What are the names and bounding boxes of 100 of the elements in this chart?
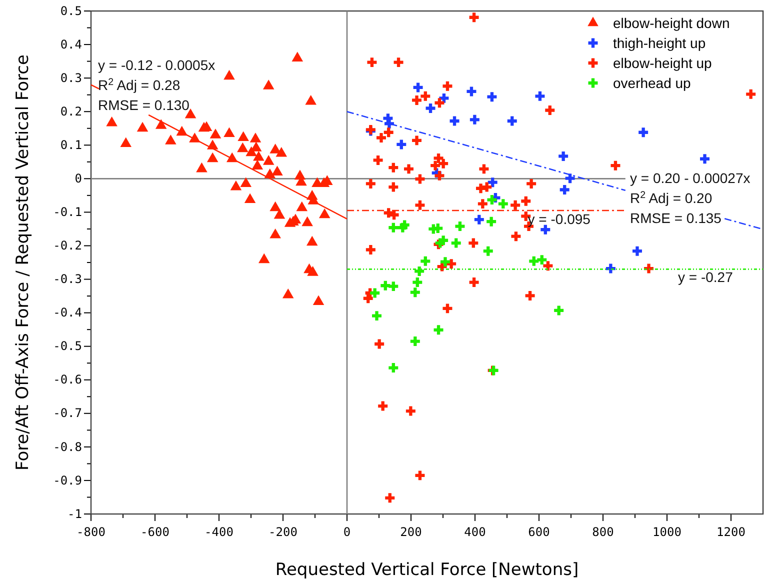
x-tick-label: -600: [140, 525, 170, 540]
y-tick-label: -0.5: [53, 339, 82, 354]
point: [498, 199, 508, 209]
point: [398, 222, 408, 232]
point: [366, 178, 376, 188]
point: [240, 177, 252, 187]
point: [487, 92, 497, 102]
x-tick-label: -400: [204, 525, 234, 540]
point: [367, 58, 377, 68]
point: [638, 128, 648, 138]
point: [479, 164, 489, 174]
point: [746, 89, 756, 99]
y-tick-label: -0.7: [53, 406, 82, 420]
point: [270, 144, 281, 154]
point: [545, 106, 555, 115]
point: [120, 137, 132, 148]
point: [224, 127, 235, 137]
point: [250, 132, 262, 142]
y-tick-label: -0.1: [53, 205, 82, 220]
point: [366, 245, 376, 254]
legend-label: elbow-height up: [613, 55, 712, 71]
point: [440, 257, 450, 267]
point: [363, 294, 373, 304]
x-tick-label: -800: [76, 525, 106, 540]
point: [307, 266, 318, 276]
point: [396, 140, 406, 150]
y-tick-label: -0.9: [53, 473, 82, 488]
point: [296, 201, 308, 212]
annotation: y = -0.095: [528, 210, 591, 227]
x-tick-label: 1000: [652, 525, 682, 540]
point: [388, 162, 398, 172]
point: [306, 236, 318, 246]
point: [468, 238, 478, 248]
point: [415, 200, 425, 210]
point: [206, 152, 218, 162]
point: [274, 209, 286, 219]
x-tick-label: 1200: [716, 525, 746, 540]
point: [632, 246, 642, 256]
point: [406, 406, 416, 416]
x-tick-label: 400: [464, 525, 486, 540]
point: [426, 104, 436, 113]
point: [388, 222, 398, 232]
point: [469, 278, 479, 288]
point: [438, 158, 448, 168]
point: [372, 311, 382, 321]
point: [378, 401, 388, 411]
y-tick-label: -0.6: [53, 372, 82, 387]
y-tick-label: 0.5: [60, 4, 82, 18]
point: [420, 91, 430, 101]
point: [507, 116, 517, 126]
y-tick-label: -0.8: [53, 440, 82, 454]
point: [237, 142, 248, 152]
point: [442, 81, 452, 91]
point: [292, 52, 304, 62]
point: [488, 178, 498, 188]
annotation: R$^{2}$ Adj = 0.28: [98, 76, 180, 93]
point: [450, 116, 460, 126]
point: [272, 166, 283, 176]
point: [442, 304, 452, 314]
point: [224, 70, 235, 80]
point: [270, 201, 281, 212]
point: [244, 193, 256, 204]
point: [700, 154, 710, 164]
point: [433, 224, 443, 234]
point: [388, 182, 398, 192]
point: [412, 136, 422, 146]
point: [394, 58, 404, 68]
point: [262, 155, 274, 165]
point: [389, 210, 399, 220]
point: [373, 155, 383, 165]
point: [474, 214, 484, 224]
y-tick-label: 0.2: [60, 104, 82, 118]
annotation: RMSE = 0.130: [98, 97, 190, 113]
point: [276, 147, 288, 157]
point: [230, 180, 242, 190]
point: [478, 199, 488, 209]
y-tick-label: 0.3: [60, 70, 82, 85]
point: [238, 131, 249, 142]
point: [305, 95, 316, 105]
y-axis-title: Fore/Aft Off-Axis Force / Requested Vertical Force: [13, 54, 33, 470]
point: [434, 98, 444, 108]
x-tick-label: -200: [268, 525, 298, 540]
point: [252, 160, 264, 170]
point: [543, 261, 553, 271]
x-axis-title: Requested Vertical Force [Newtons]: [275, 560, 579, 580]
point: [258, 253, 270, 264]
point: [412, 95, 422, 105]
point: [414, 266, 424, 276]
y-tick-label: -1: [68, 506, 82, 521]
point: [384, 128, 394, 138]
point: [540, 224, 550, 234]
point: [412, 278, 422, 288]
point: [482, 182, 492, 192]
point: [525, 290, 535, 300]
legend-label: overhead up: [613, 75, 692, 91]
point: [136, 122, 148, 132]
point: [434, 153, 444, 163]
annotation: y = 0.20 - 0.00027x: [630, 170, 750, 186]
annotation: y = -0.12 - 0.0005x: [98, 57, 216, 73]
point: [511, 232, 521, 242]
